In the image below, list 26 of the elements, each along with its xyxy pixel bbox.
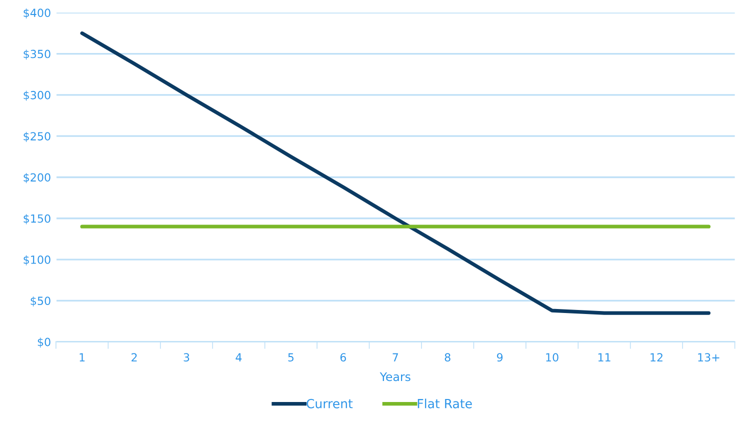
x-tick-label: 10 bbox=[546, 353, 558, 362]
x-tick-label: 2 bbox=[132, 353, 137, 362]
y-tick-label: $50 bbox=[30, 296, 50, 307]
x-tick-label: 9 bbox=[496, 353, 503, 362]
y-tick-label: $150 bbox=[24, 214, 50, 224]
legend-label: Flat Rate bbox=[418, 398, 472, 408]
x-axis-title: Years bbox=[380, 372, 410, 382]
x-tick-label: 11 bbox=[598, 353, 610, 362]
y-tick-label: $0 bbox=[38, 338, 50, 348]
x-tick-label: 4 bbox=[236, 353, 242, 362]
line-series bbox=[80, 31, 711, 315]
legend-label: Current bbox=[306, 398, 353, 408]
y-tick-label: $400 bbox=[24, 8, 50, 19]
x-tick-label: 5 bbox=[288, 353, 294, 362]
x-tick-label: 8 bbox=[444, 353, 450, 362]
y-tick-label: $100 bbox=[24, 255, 50, 266]
y-tick-label: $350 bbox=[24, 50, 50, 60]
y-tick-label: $250 bbox=[24, 132, 50, 142]
x-tick-label: 1 bbox=[80, 353, 85, 362]
x-tick-label: 7 bbox=[392, 353, 398, 362]
y-tick-label: $300 bbox=[24, 90, 50, 101]
x-tick-label: 12 bbox=[650, 353, 662, 362]
x-tick-label: 13+ bbox=[698, 353, 720, 362]
y-tick-label: $200 bbox=[24, 173, 50, 184]
x-tick-label: 3 bbox=[184, 353, 190, 362]
x-tick-label: 6 bbox=[340, 353, 346, 362]
